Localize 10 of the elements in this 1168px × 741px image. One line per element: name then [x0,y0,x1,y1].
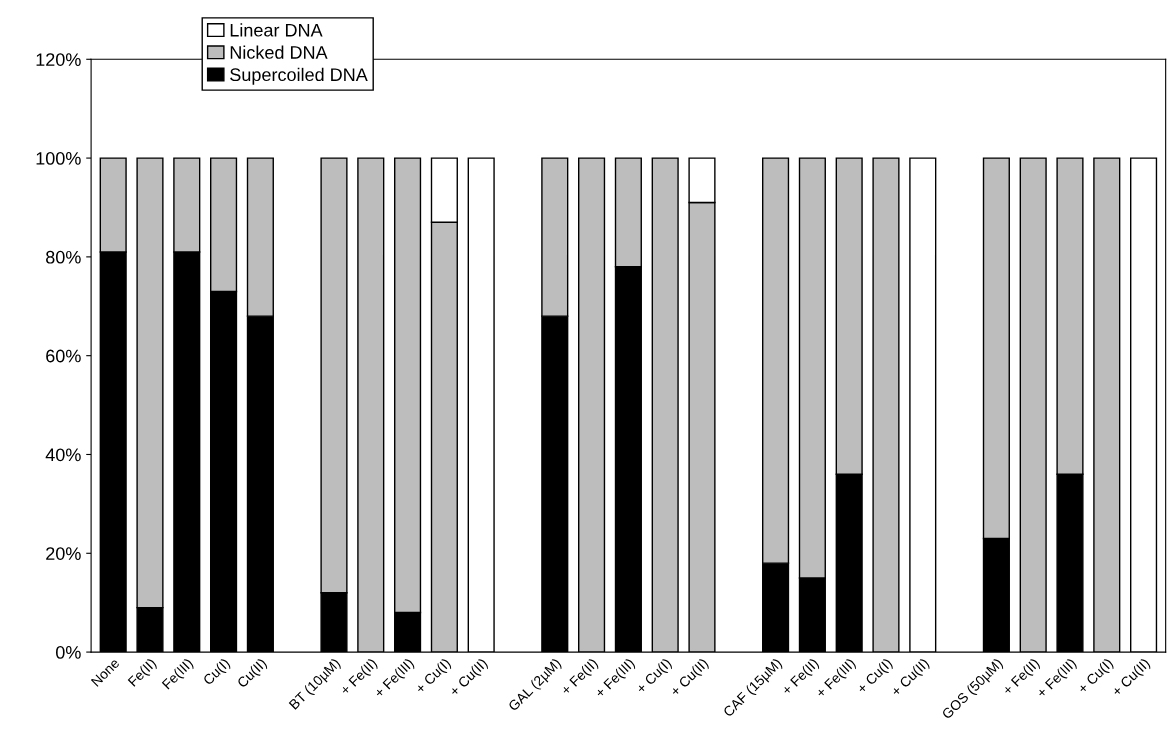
y-tick-label: 80% [46,250,81,264]
legend-label: Supercoiled DNA [230,67,368,85]
y-tick-label: 20% [46,547,81,560]
y-tick-label: 100% [36,152,81,165]
y-tick-label: 60% [46,349,81,363]
legend-label: Nicked DNA [230,45,328,59]
y-tick-label: 0% [55,646,81,659]
y-tick-label: 120% [36,53,81,66]
y-tick-label: 40% [45,448,81,462]
legend-label: Linear DNA [230,23,323,37]
